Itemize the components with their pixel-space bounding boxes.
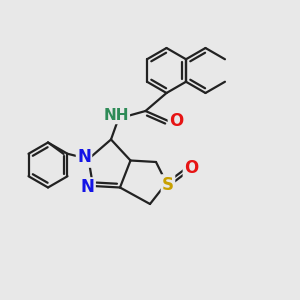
- Text: N: N: [77, 148, 91, 166]
- Text: O: O: [169, 112, 183, 130]
- Text: N: N: [81, 178, 94, 196]
- Text: S: S: [162, 176, 174, 194]
- Text: O: O: [184, 159, 198, 177]
- Text: NH: NH: [103, 108, 129, 123]
